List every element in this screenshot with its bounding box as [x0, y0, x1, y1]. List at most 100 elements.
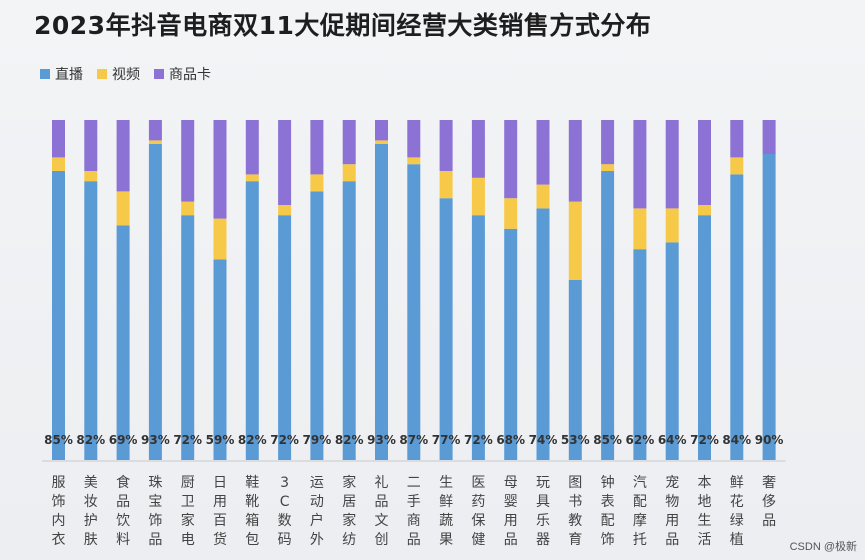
data-label-8: 79% [303, 433, 332, 447]
bar-segment-live-20 [698, 215, 711, 460]
legend-swatch-video [97, 69, 107, 79]
data-label-19: 64% [658, 433, 687, 447]
bar-segment-card-3 [148, 120, 162, 141]
category-label-16: 图书教育 [568, 475, 582, 548]
legend-item-live: 直播 [40, 64, 83, 84]
legend: 直播 视频 商品卡 [40, 64, 211, 84]
category-label-2: 食品饮料 [116, 474, 130, 548]
category-label-13: 医药保健 [471, 475, 485, 548]
bar-segment-card-1 [84, 120, 98, 171]
bar-segment-video-21 [730, 157, 744, 175]
category-label-0: 服饰内衣 [52, 475, 66, 548]
legend-label-live: 直播 [55, 67, 83, 83]
bar-segment-card-20 [698, 120, 711, 205]
data-label-20: 72% [690, 433, 719, 447]
category-label-14: 母婴用品 [504, 475, 518, 548]
data-label-15: 74% [529, 433, 558, 447]
bar-segment-video-14 [504, 198, 518, 229]
data-label-14: 68% [496, 433, 525, 447]
bar-segment-live-17 [601, 171, 615, 460]
legend-item-card: 商品卡 [154, 64, 211, 84]
bar-segment-card-5 [213, 120, 227, 219]
bar-segment-video-11 [407, 157, 421, 165]
bar-segment-card-16 [568, 120, 582, 202]
category-label-21: 鲜花绿植 [730, 475, 744, 548]
category-label-11: 二手商品 [407, 475, 421, 548]
bar-segment-video-17 [601, 164, 615, 171]
bar-segment-live-18 [633, 249, 647, 460]
data-label-21: 84% [722, 433, 751, 447]
bar-segment-video-9 [342, 164, 356, 182]
bar-segment-card-21 [730, 120, 744, 158]
data-label-0: 85% [44, 433, 73, 447]
bar-segment-card-14 [504, 120, 518, 199]
bar-segment-card-17 [601, 120, 615, 165]
bar-segment-live-15 [536, 208, 550, 460]
category-label-10: 礼品文创 [375, 475, 389, 548]
legend-label-video: 视频 [112, 67, 140, 83]
bar-segment-video-15 [536, 184, 550, 209]
data-label-11: 87% [399, 433, 428, 447]
bar-segment-live-4 [181, 215, 195, 460]
category-label-4: 厨卫家电 [181, 475, 195, 548]
bar-segment-card-15 [536, 120, 550, 185]
data-label-10: 93% [367, 433, 396, 447]
bar-segment-live-9 [342, 181, 356, 460]
bar-segment-card-18 [633, 120, 647, 209]
bar-segment-live-16 [568, 279, 582, 460]
bar-segment-video-1 [84, 171, 98, 182]
bar-segment-video-7 [278, 205, 292, 216]
category-label-18: 汽配摩托 [633, 475, 647, 548]
legend-label-card: 商品卡 [169, 67, 211, 83]
bar-segment-video-16 [568, 201, 582, 280]
category-label-15: 玩具乐器 [536, 475, 550, 548]
category-label-6: 鞋靴箱包 [245, 475, 259, 548]
category-label-5: 日用百货 [213, 475, 227, 548]
data-label-12: 77% [432, 433, 461, 447]
category-label-3: 珠宝饰品 [148, 475, 162, 548]
bar-segment-card-9 [342, 120, 356, 165]
data-label-22: 90% [755, 433, 784, 447]
data-label-3: 93% [141, 433, 170, 447]
category-label-17: 钟表配饰 [601, 474, 615, 548]
category-label-9: 家居家纺 [342, 474, 356, 548]
category-label-8: 运动户外 [310, 475, 324, 548]
bar-segment-video-3 [148, 140, 162, 144]
bar-segment-video-18 [633, 208, 647, 250]
bar-segment-video-12 [439, 171, 453, 199]
bar-segment-live-11 [407, 164, 421, 460]
bar-segment-video-5 [213, 218, 227, 260]
bar-segment-card-13 [471, 120, 485, 178]
bar-segment-video-0 [52, 157, 65, 171]
data-label-5: 59% [206, 433, 235, 447]
category-label-22: 奢侈品 [762, 475, 776, 529]
data-label-6: 82% [238, 433, 267, 447]
bar-segment-video-19 [665, 208, 679, 243]
data-label-9: 82% [335, 433, 364, 447]
bar-segment-live-6 [245, 181, 259, 460]
bar-segment-video-2 [116, 191, 130, 226]
bar-segment-card-22 [762, 120, 776, 154]
data-label-7: 72% [270, 433, 299, 447]
bar-segment-live-14 [504, 228, 518, 460]
bar-segment-live-0 [52, 171, 65, 460]
bar-segment-video-6 [245, 174, 259, 182]
bar-segment-card-4 [181, 120, 195, 202]
data-label-1: 82% [76, 433, 105, 447]
bar-segment-video-10 [375, 140, 388, 144]
bar-segment-card-12 [439, 120, 453, 171]
data-label-16: 53% [561, 433, 590, 447]
category-label-1: 美妆护肤 [84, 475, 98, 548]
category-label-7: 3 C 数码 [278, 475, 292, 548]
bar-segment-live-1 [84, 181, 98, 460]
data-label-13: 72% [464, 433, 493, 447]
bar-segment-live-5 [213, 259, 227, 460]
bar-segment-live-2 [116, 225, 130, 460]
bar-segment-video-4 [181, 201, 195, 216]
data-label-17: 85% [593, 433, 622, 447]
legend-swatch-live [40, 69, 50, 79]
bar-segment-card-19 [665, 120, 679, 209]
category-label-20: 本地生活 [698, 475, 712, 548]
